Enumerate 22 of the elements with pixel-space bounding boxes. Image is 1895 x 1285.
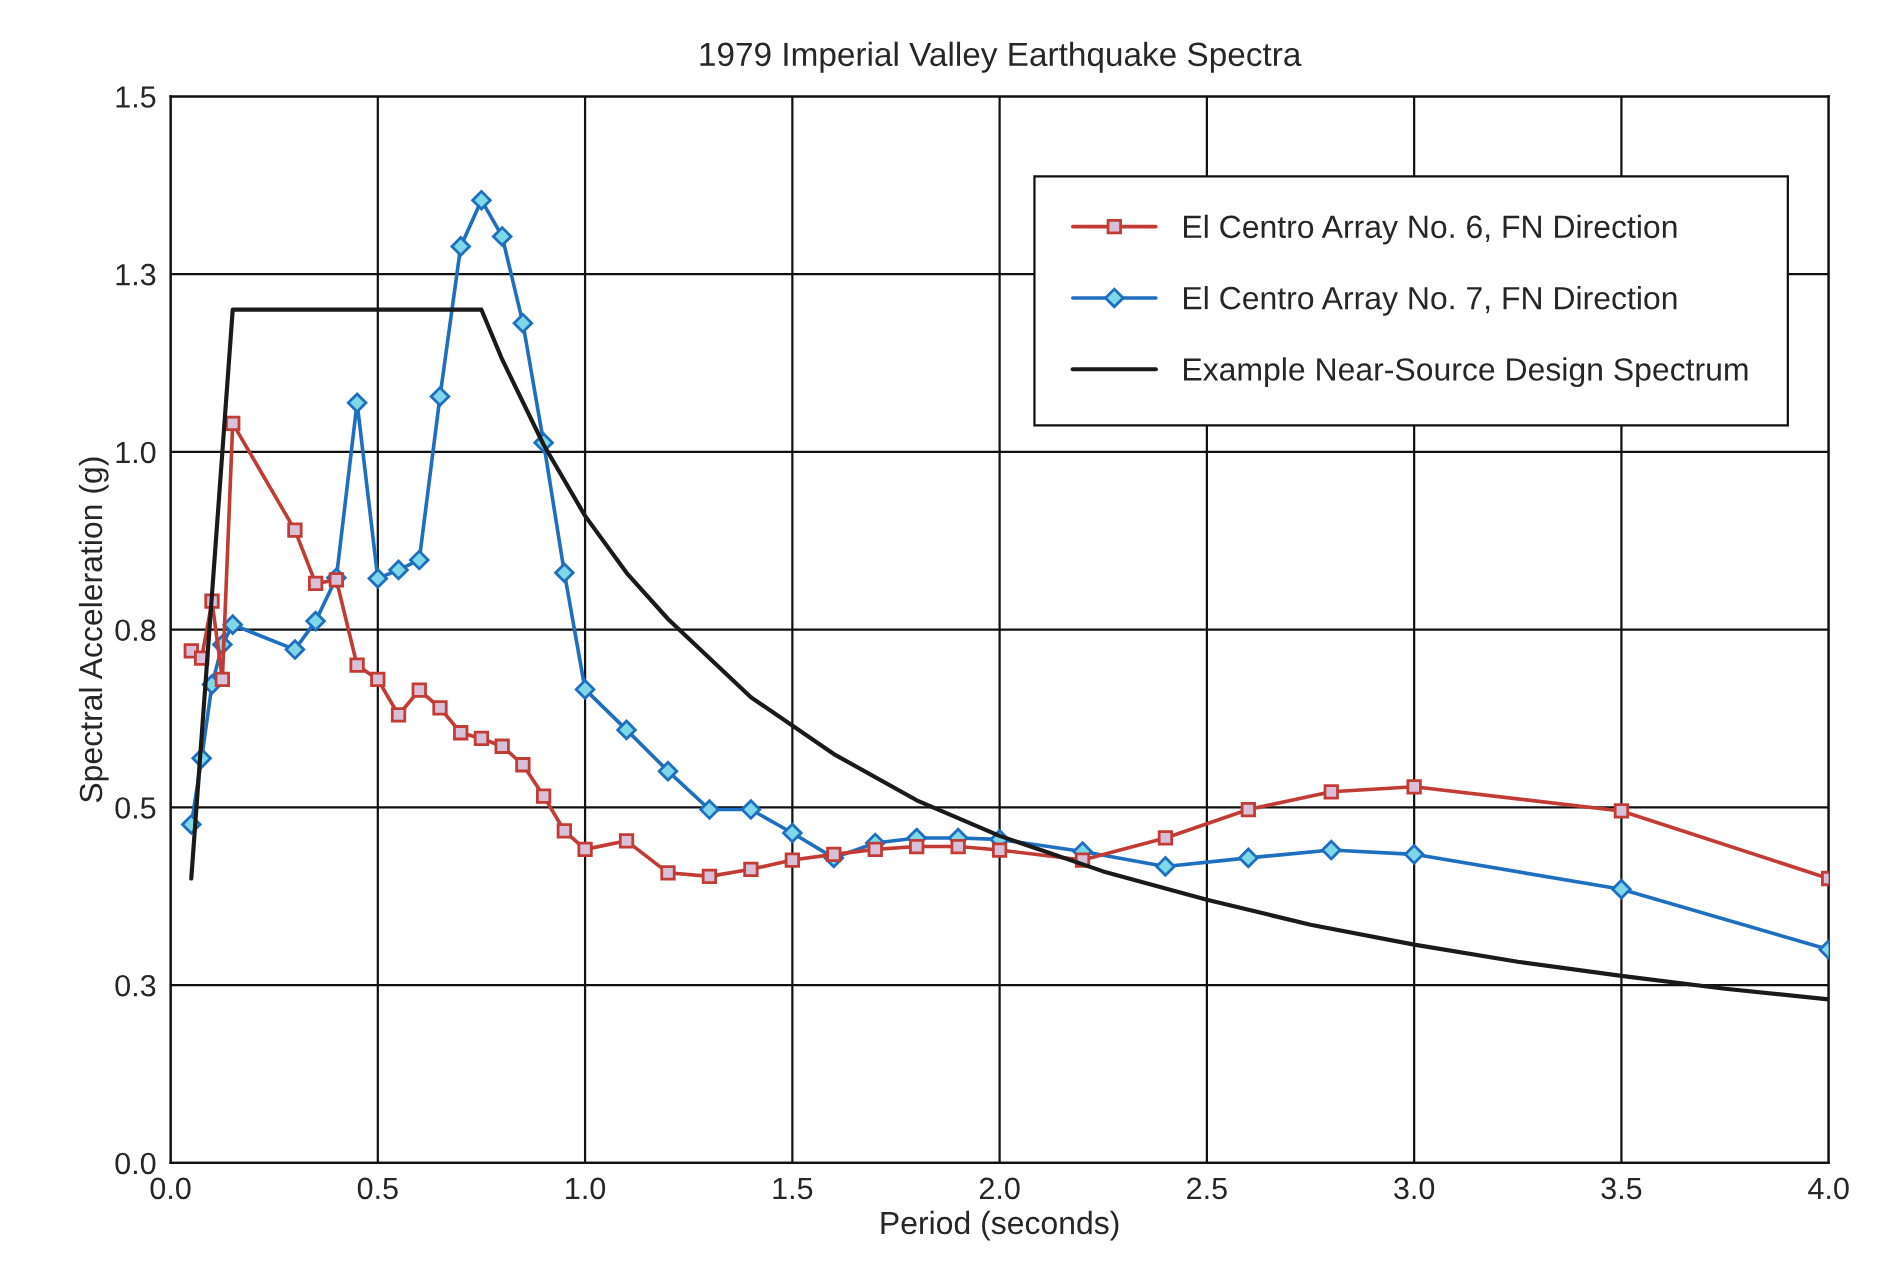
x-tick-label: 3.5 [1601, 1177, 1642, 1200]
x-tick-label: 0.0 [150, 1177, 191, 1200]
legend-label: El Centro Array No. 6, FN Direction [1184, 214, 1677, 245]
y-tick-label: 0.0 [115, 1152, 156, 1175]
x-tick-label: 3.0 [1394, 1177, 1435, 1200]
x-tick-label: 0.5 [357, 1177, 398, 1200]
y-tick-label: 0.5 [115, 797, 156, 819]
x-tick-label: 2.5 [1187, 1177, 1227, 1200]
x-axis-title: Period (seconds) [881, 1210, 1119, 1241]
x-tick-label: 1.0 [566, 1177, 606, 1200]
y-axis-title: Spectral Acceleration (g) [78, 457, 109, 803]
y-tick-label: 1.0 [116, 441, 156, 464]
y-tick-label: 1.3 [116, 263, 156, 286]
y-tick-label: 1.5 [116, 86, 156, 108]
y-tick-label: 0.3 [115, 974, 156, 997]
chart-title: 1979 Imperial Valley Earthquake Spectra [700, 41, 1302, 73]
x-tick-label: 2.0 [979, 1177, 1020, 1200]
legend-label: Example Near-Source Design Spectrum [1184, 357, 1748, 388]
x-tick-label: 4.0 [1808, 1177, 1849, 1200]
x-tick-label: 1.5 [773, 1177, 813, 1200]
legend-label: El Centro Array No. 7, FN Direction [1184, 285, 1677, 316]
y-tick-label: 0.8 [115, 619, 156, 642]
